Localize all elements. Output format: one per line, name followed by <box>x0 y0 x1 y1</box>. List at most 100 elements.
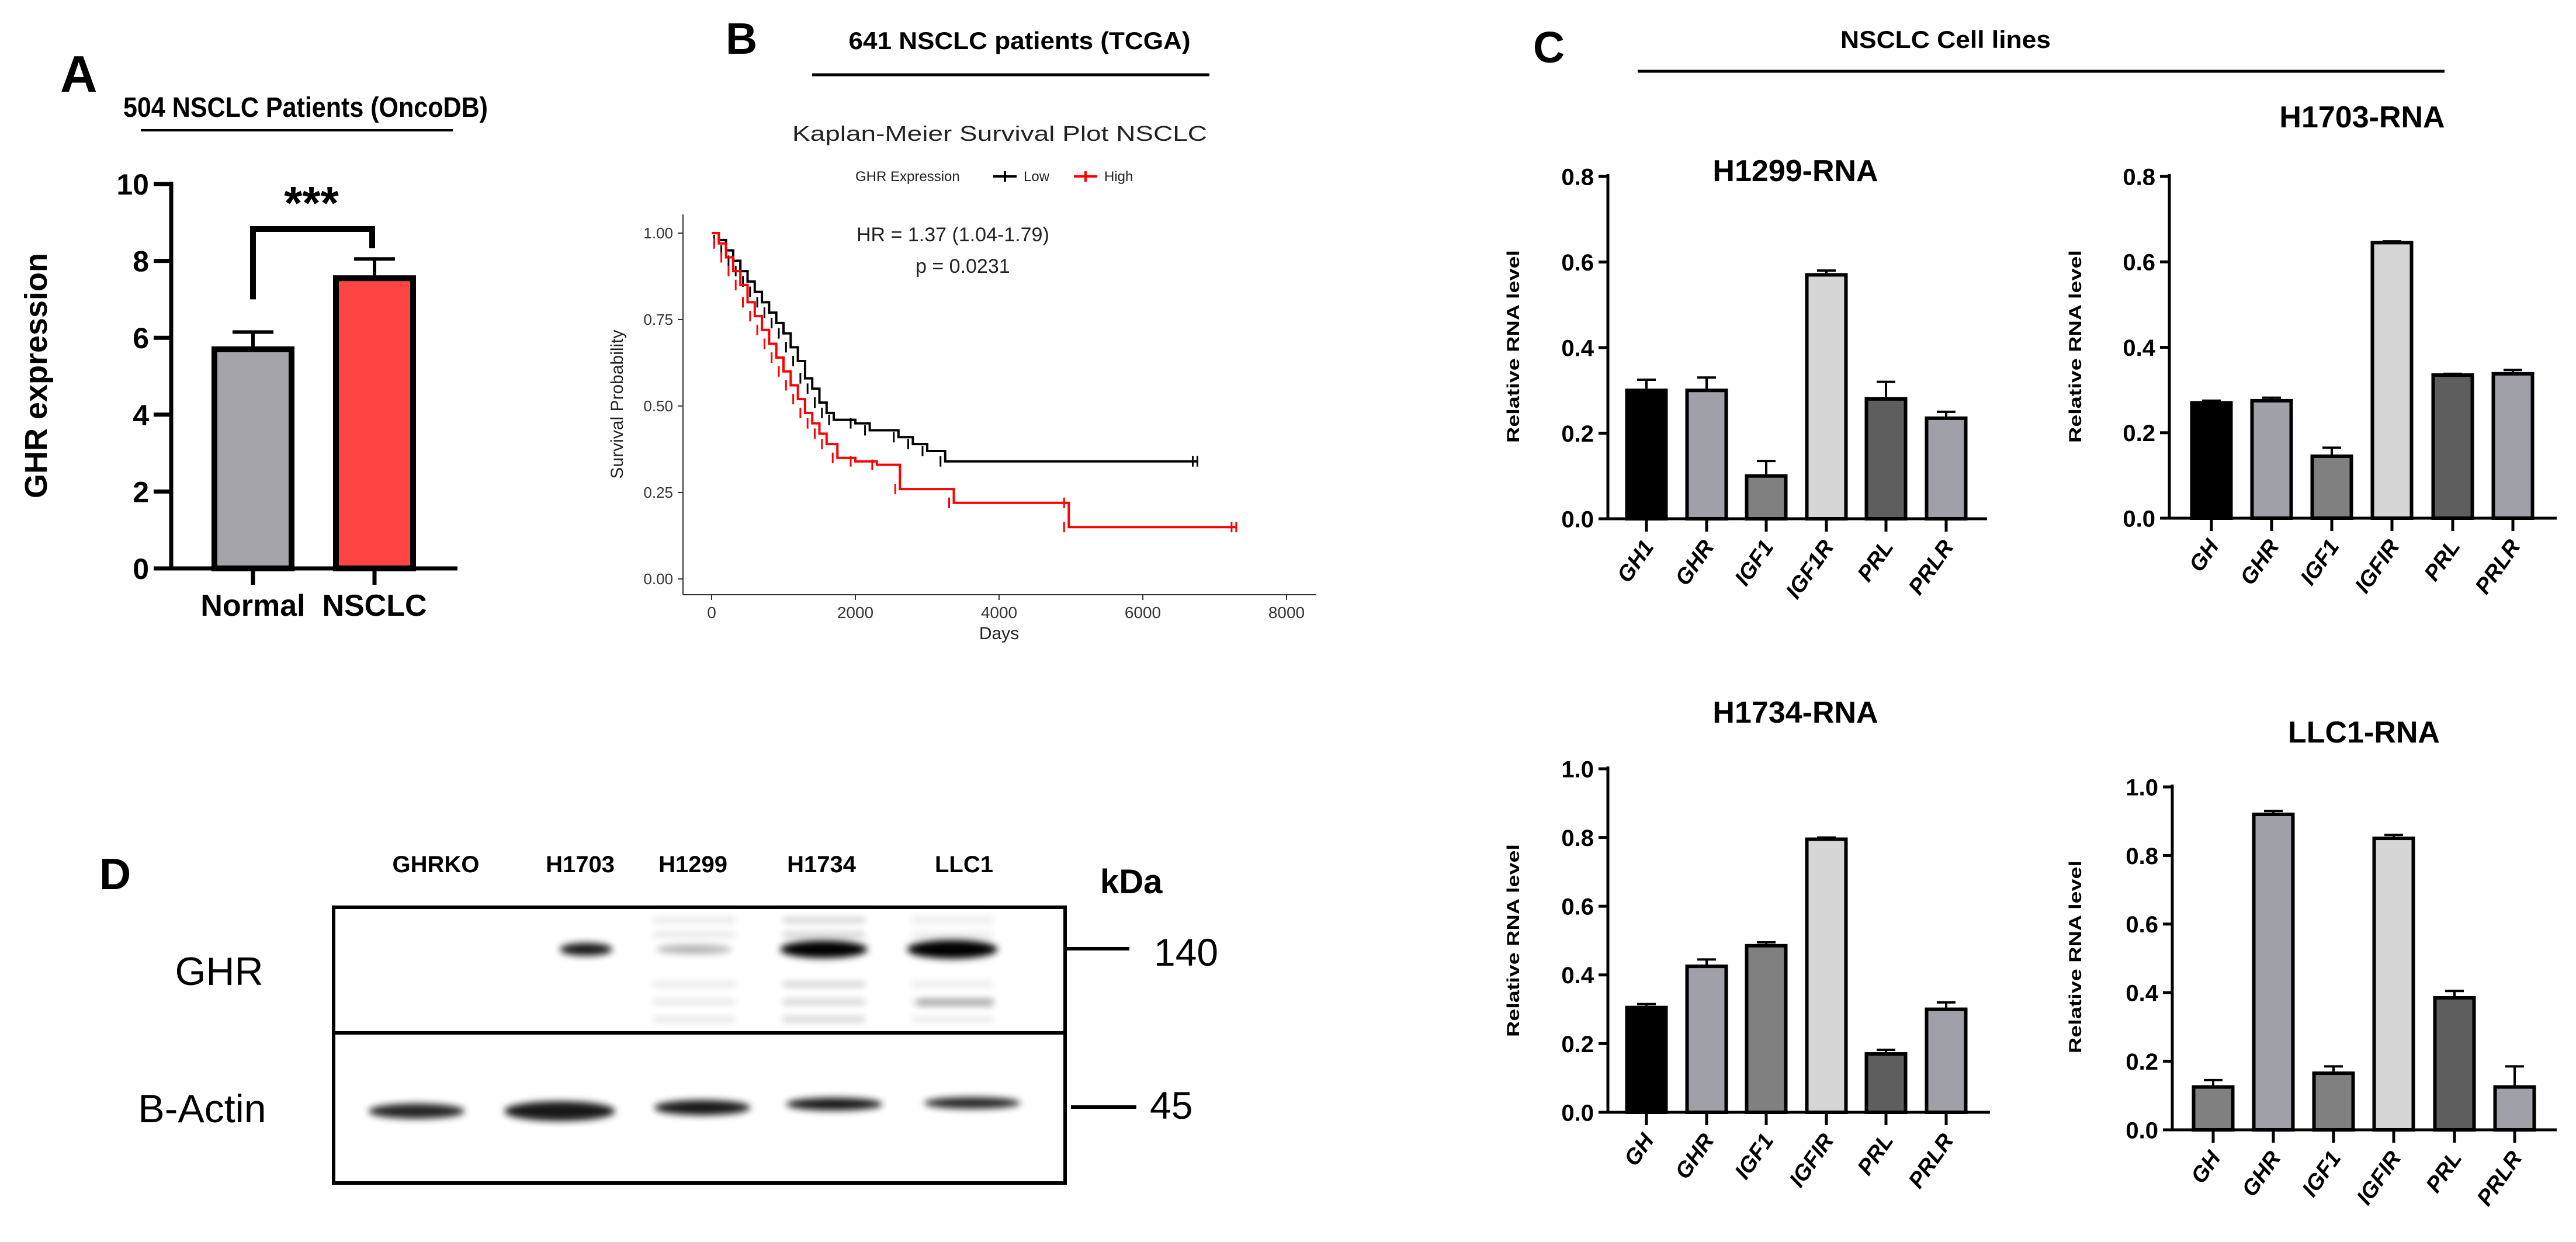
y-tick-label: 0.4 <box>2126 981 2158 1007</box>
faint-band <box>911 918 993 922</box>
blot-row-ghr: GHR 140 <box>175 931 1218 994</box>
bar-gh1 <box>1625 388 1668 521</box>
category-label: GH <box>2186 1146 2226 1188</box>
panel-letter-b: B <box>726 14 757 63</box>
protein-band <box>504 1101 615 1121</box>
chart-title: H1734-RNA <box>1712 696 1878 730</box>
bar-gh <box>2190 401 2233 520</box>
bar-prlr <box>1925 416 1968 521</box>
category-label: PRLR <box>1904 536 1959 599</box>
category-label: GHR <box>1671 536 1719 591</box>
category-label: PRLR <box>1904 1129 1959 1193</box>
panel-c-header: NSCLC Cell lines <box>1840 26 2051 53</box>
y-tick-label: 0.6 <box>2123 250 2155 276</box>
category-label: IGF1 <box>2298 1147 2346 1201</box>
category-label: IGF1 <box>2296 535 2345 589</box>
y-axis-label: Survival Probability <box>608 329 627 478</box>
category-label: PRL <box>1853 536 1898 586</box>
molecular-weight-marker: 140 <box>1154 931 1218 974</box>
bar-prl <box>2431 373 2474 520</box>
panel-letter-a: A <box>60 45 98 103</box>
bar-igf1 <box>1745 943 1788 1114</box>
y-tick-label: 6 <box>133 322 149 355</box>
category-label: GHR <box>2236 535 2284 590</box>
bar-prl <box>1864 397 1908 521</box>
faint-band <box>917 999 993 1006</box>
protein-label: B-Actin <box>138 1087 266 1131</box>
faint-band <box>653 932 735 937</box>
x-tick-label: 2000 <box>837 603 873 622</box>
legend-label: High <box>1104 169 1133 185</box>
bar-nsclc <box>333 275 416 571</box>
panel-letter-d: D <box>99 849 131 898</box>
legend-title: GHR Expression <box>855 169 960 185</box>
lane-label: H1299 <box>658 852 727 877</box>
panel-a-title: 504 NSCLC Patients (OncoDB) <box>123 92 488 123</box>
x-tick-label: 8000 <box>1268 603 1305 622</box>
category-label: NSCLC <box>322 589 427 623</box>
bar-prlr <box>2493 1085 2536 1132</box>
x-axis-label: Days <box>979 624 1019 643</box>
faint-band <box>911 932 993 937</box>
y-tick-label: 0.0 <box>1561 1100 1594 1126</box>
category-label: PRL <box>2421 1147 2467 1197</box>
y-tick-label: 1.00 <box>643 224 673 242</box>
y-tick-label: 0.2 <box>2123 421 2155 446</box>
legend-label: Low <box>1024 169 1050 185</box>
bar-igfir <box>2372 837 2415 1132</box>
y-axis-label: Relative RNA level <box>2066 250 2085 443</box>
category-label: GH <box>1620 1129 1659 1171</box>
bar-ghr <box>2250 398 2293 520</box>
chart-a: 0 2 4 6 8 10 Normal NSCLC GHR expression <box>19 168 457 623</box>
y-tick-label: 0.8 <box>1561 825 1594 851</box>
legend-item-high: High <box>1074 169 1133 185</box>
y-axis-label: Relative RNA level <box>2066 861 2085 1053</box>
faint-band <box>783 1017 865 1022</box>
blot-row-b-actin: B-Actin 45 <box>138 1084 1192 1131</box>
y-tick-label: 0.00 <box>643 570 673 588</box>
kda-label: kDa <box>1100 863 1163 901</box>
faint-band <box>783 1000 865 1004</box>
bar-igf1r <box>1805 273 1848 521</box>
faint-band <box>911 982 993 987</box>
faint-band <box>911 1017 993 1022</box>
chart-title: LLC1-RNA <box>2288 716 2440 750</box>
panel-a: A 504 NSCLC Patients (OncoDB) *** <box>60 45 488 300</box>
chart-h1299: 0.0 0.2 0.4 0.6 0.8 GH1 GHR IGF1 IGF1R PRL PRLR H12… <box>1504 154 1987 603</box>
panel-b-header: 641 NSCLC patients (TCGA) <box>849 27 1191 54</box>
category-label: GH1 <box>1613 536 1659 587</box>
panel-c: C NSCLC Cell lines <box>1533 23 2445 73</box>
bar-ghr <box>1685 965 1728 1114</box>
category-label: IGF1R <box>1781 536 1839 603</box>
category-label: PRLR <box>2473 1147 2528 1210</box>
faint-band <box>783 932 865 937</box>
bar-igfir <box>2370 241 2414 520</box>
bar-igf1 <box>1745 474 1788 521</box>
molecular-weight-marker: 45 <box>1150 1084 1192 1127</box>
bar-igf1 <box>2312 1071 2355 1132</box>
y-tick-label: 0.6 <box>1561 250 1594 276</box>
y-tick-label: 0.0 <box>2126 1118 2158 1143</box>
y-axis-label: Relative RNA level <box>1504 250 1523 443</box>
bar-prl <box>2433 996 2476 1132</box>
y-tick-label: 0.0 <box>2123 506 2155 532</box>
bar-ghr <box>1685 388 1728 521</box>
y-tick-label: 4 <box>133 399 149 432</box>
p-value-label: p = 0.0231 <box>916 255 1010 277</box>
y-axis-label: Relative RNA level <box>1504 844 1523 1037</box>
bar-igf1 <box>2310 454 2353 520</box>
faint-band <box>653 982 735 987</box>
y-tick-label: 1.0 <box>1561 757 1594 782</box>
y-tick-label: 0.8 <box>2126 844 2158 869</box>
y-tick-label: 0.8 <box>2123 164 2155 190</box>
km-title: Kaplan-Meier Survival Plot NSCLC <box>792 122 1207 145</box>
bar-normal <box>212 346 294 571</box>
y-tick-label: 0.75 <box>643 311 673 328</box>
panel-letter-c: C <box>1533 23 1565 72</box>
protein-band <box>654 1100 751 1115</box>
faint-band <box>783 918 865 922</box>
lane-label: H1703 <box>546 852 615 877</box>
x-tick-label: 0 <box>707 603 716 622</box>
faint-band <box>653 918 735 922</box>
